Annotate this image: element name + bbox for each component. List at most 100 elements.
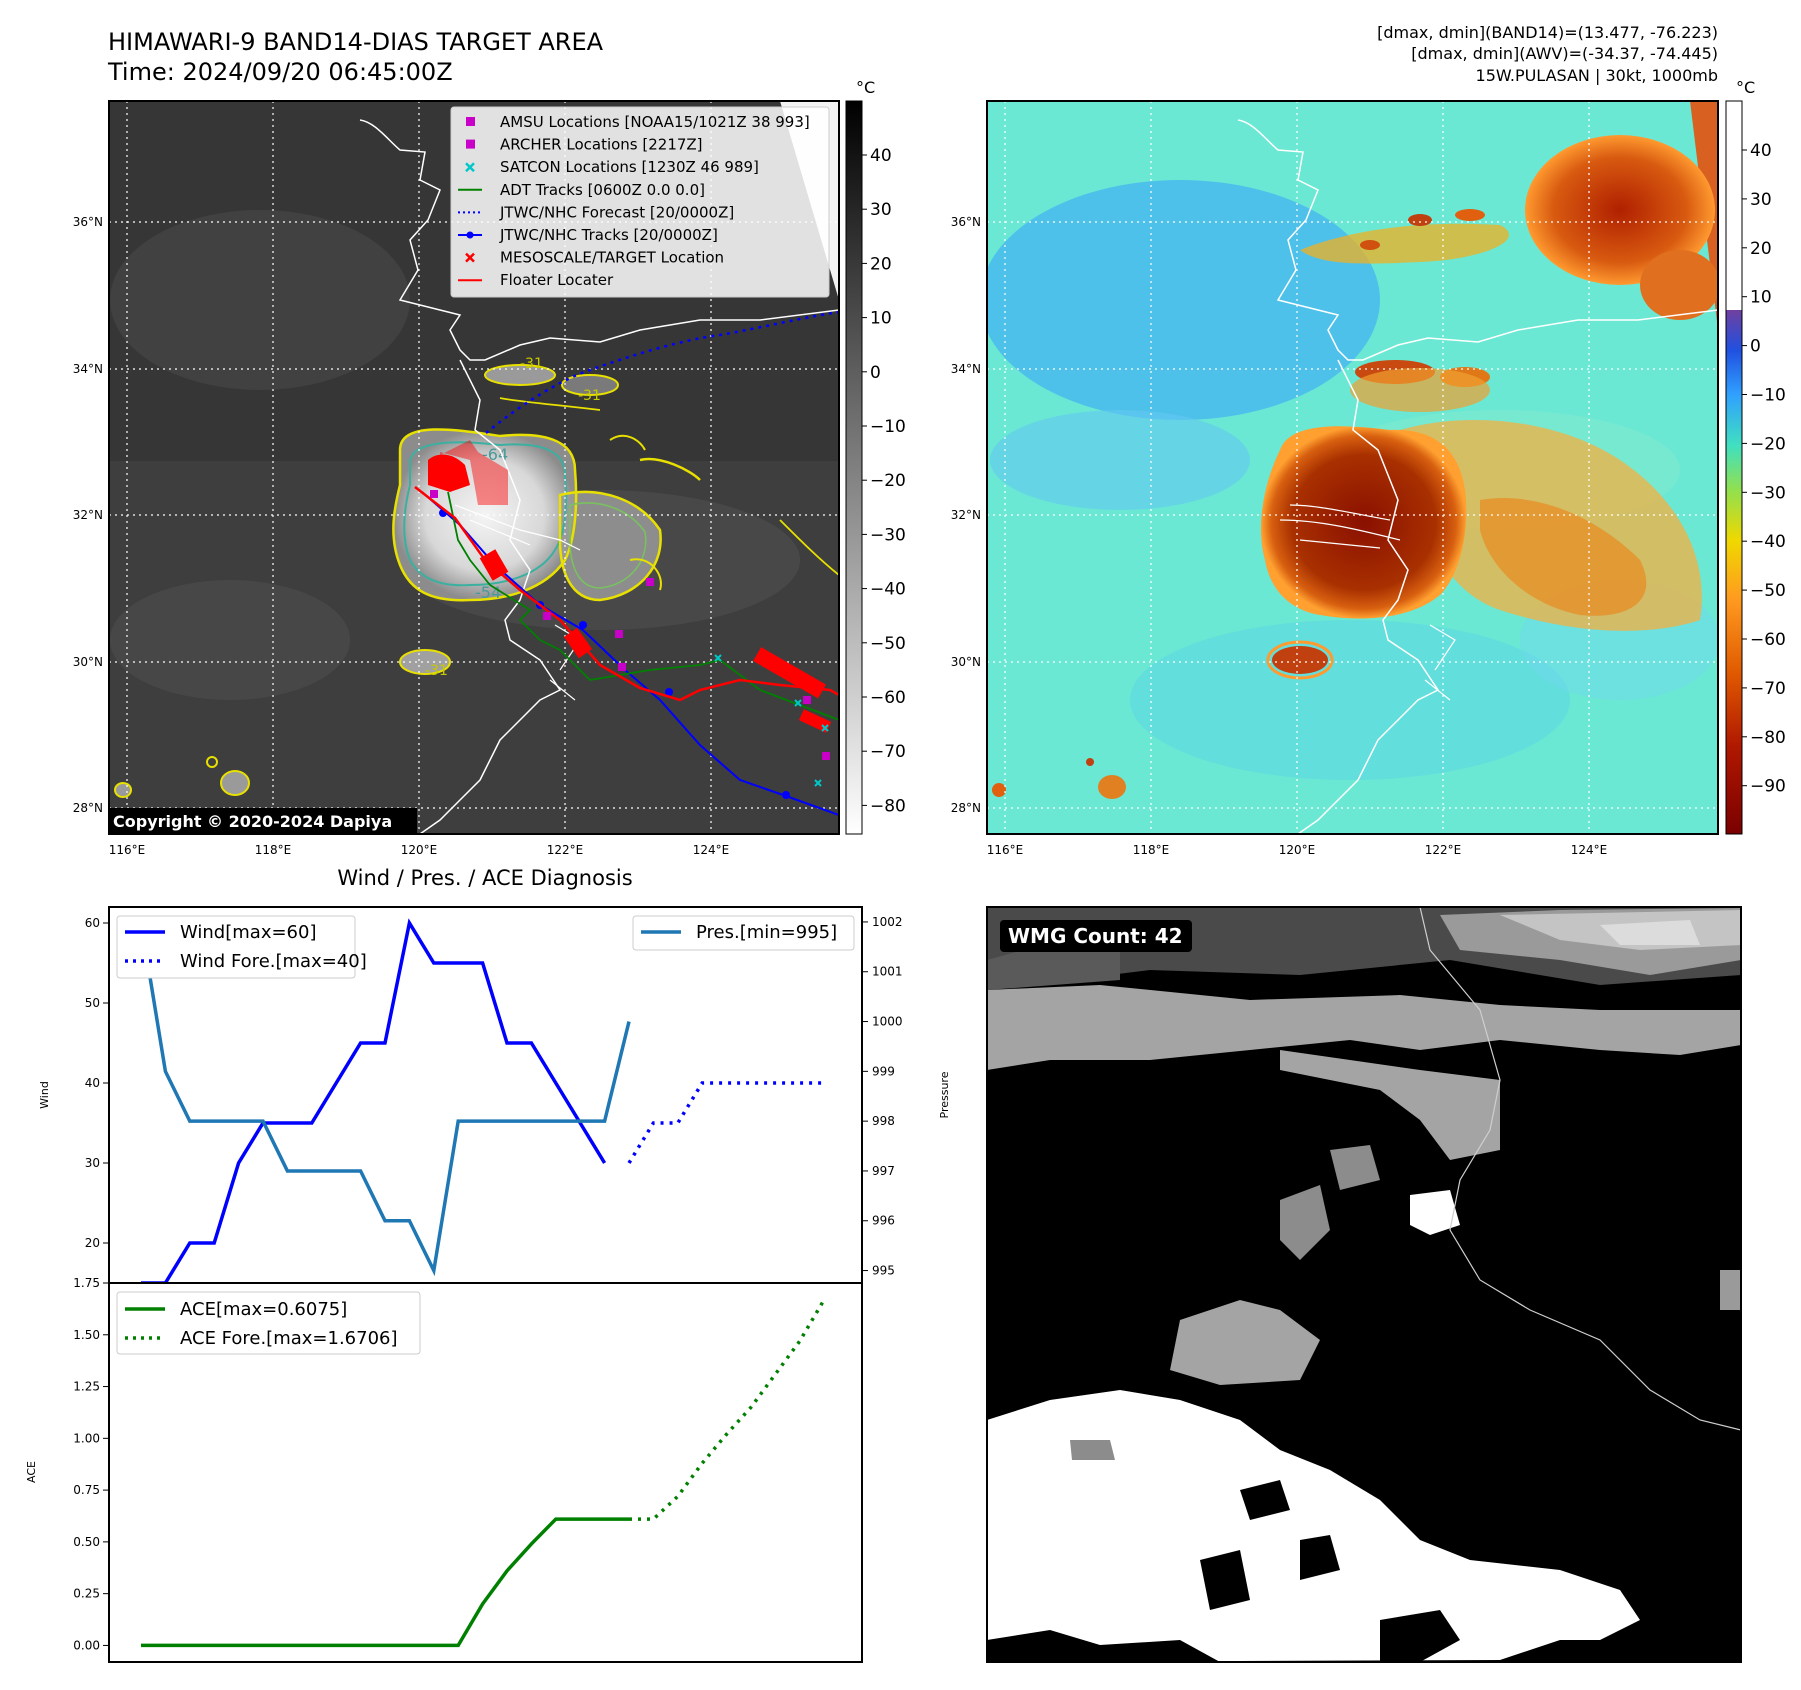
awv-axis-labels: 116°E 118°E 120°E 122°E 124°E 36°N 34°N 32°N 30°… <box>951 215 1608 857</box>
pressure-axis-label: Pressure <box>938 1071 951 1118</box>
colorbar-tick-label: 30 <box>1750 190 1772 210</box>
ace-chart: 1.75 1.50 1.25 1.00 0.75 0.50 0.25 0.00 ACE[max=… <box>25 1276 863 1663</box>
coastline <box>359 119 839 361</box>
wind-legend-label: Wind Fore.[max=40] <box>180 951 367 972</box>
longitude-label: 124°E <box>1571 843 1608 857</box>
latitude-label: 30°N <box>73 655 103 669</box>
awv-colorbar-unit: °C <box>1736 78 1755 97</box>
awv-gridlines <box>987 101 1718 834</box>
wind-tick-label: 40 <box>85 1076 100 1090</box>
longitude-label: 120°E <box>401 843 438 857</box>
ace-tick-label: 0.00 <box>73 1638 100 1652</box>
longitude-label: 124°E <box>693 843 730 857</box>
ace-tick-label: 1.75 <box>73 1276 100 1290</box>
figure-title: HIMAWARI-9 BAND14-DIAS TARGET AREA <box>108 28 604 56</box>
pressure-tick-label: 997 <box>872 1164 895 1178</box>
colorbar-tick-label: −30 <box>1750 483 1786 503</box>
longitude-label: 116°E <box>109 843 146 857</box>
figure-time: Time: 2024/09/20 06:45:00Z <box>107 58 453 86</box>
colorbar-tick-label: −20 <box>1750 434 1786 454</box>
legend-square-marker <box>466 139 475 149</box>
longitude-label: 122°E <box>547 843 584 857</box>
legend-x-marker <box>465 162 475 173</box>
legend-x-marker <box>465 252 475 263</box>
contour-label-4: -54 <box>475 583 501 602</box>
awv-map-panel: 116°E 118°E 120°E 122°E 124°E 36°N 34°N 32°N 30°… <box>951 100 1719 857</box>
wind-pressure-chart: 60 50 40 30 20 1002 1001 1000 999 998 997 996 995 Win… <box>38 906 951 1285</box>
legend-entry-label: JTWC/NHC Forecast [20/0000Z] <box>499 203 734 221</box>
diagnosis-title: Wind / Pres. / ACE Diagnosis <box>337 866 632 890</box>
ace-tick-label: 0.25 <box>73 1587 100 1601</box>
longitude-label: 120°E <box>1279 843 1316 857</box>
awv-map-frame <box>986 100 1719 835</box>
wmg-white-region <box>987 1390 1640 1662</box>
band14-colorbar: °C 40 30 20 10 0 −10 −20 −30 −40 −50 −60 −70 −80 <box>845 78 906 835</box>
longitude-label: 116°E <box>987 843 1024 857</box>
pressure-tick-label: 995 <box>872 1264 895 1278</box>
colorbar-tick-label: 0 <box>870 363 881 383</box>
ace-tick-label: 1.00 <box>73 1431 100 1445</box>
colorbar-tick-label: −40 <box>1750 532 1786 552</box>
latitude-label: 30°N <box>951 655 981 669</box>
colorbar-tick-label: −60 <box>870 688 906 708</box>
pressure-legend-box <box>632 915 855 951</box>
wind-tick-label: 30 <box>85 1156 100 1170</box>
contour-label-2: -31 <box>578 388 601 404</box>
latitude-label: 34°N <box>73 362 103 376</box>
legend-square-marker <box>466 117 475 126</box>
latitude-label: 28°N <box>951 801 981 815</box>
colorbar-tick-label: 30 <box>870 200 892 220</box>
copyright-box <box>109 808 417 834</box>
ace-legend-label: ACE Fore.[max=1.6706] <box>180 1328 398 1349</box>
wind-legend-box <box>116 915 356 979</box>
band14-axis-labels: 116°E 118°E 120°E 122°E 124°E 36°N 34°N 32°N 30°… <box>73 215 730 857</box>
longitude-label: 118°E <box>1133 843 1170 857</box>
colorbar-tick-label: −80 <box>1750 728 1786 748</box>
colorbar-tick-label: 10 <box>870 309 892 329</box>
colorbar-tick-label: 10 <box>1750 288 1772 308</box>
pressure-tick-label: 1001 <box>872 965 903 979</box>
amsu-archer-markers <box>430 490 830 760</box>
colorbar-tick-label: −30 <box>870 525 906 545</box>
ace-tick-label: 0.50 <box>73 1535 100 1549</box>
legend-entry-label: JTWC/NHC Tracks [20/0000Z] <box>499 226 718 244</box>
wmg-panel: WMG Count: 42 <box>986 906 1742 1663</box>
colorbar-tick-label: −10 <box>870 417 906 437</box>
pressure-tick-label: 1000 <box>872 1015 903 1029</box>
colorbar-tick-label: −50 <box>1750 581 1786 601</box>
colorbar-tick-label: 40 <box>1750 141 1772 161</box>
wind-axis-label: Wind <box>38 1081 51 1109</box>
colorbar-tick-label: −70 <box>1750 679 1786 699</box>
legend-entry-label: AMSU Locations [NOAA15/1021Z 38 993] <box>500 113 810 131</box>
longitude-label: 122°E <box>1425 843 1462 857</box>
latitude-label: 36°N <box>951 215 981 229</box>
latitude-label: 32°N <box>73 508 103 522</box>
jtwc-forecast-track <box>485 310 839 434</box>
awv-storm-core <box>1260 426 1467 619</box>
ace-tick-label: 0.75 <box>73 1483 100 1497</box>
ace-tick-label: 1.50 <box>73 1328 100 1342</box>
colorbar-tick-label: −70 <box>870 742 906 762</box>
colorbar-tick-label: −20 <box>870 471 906 491</box>
ace-tick-label: 1.25 <box>73 1380 100 1394</box>
latitude-label: 36°N <box>73 215 103 229</box>
pressure-tick-label: 1002 <box>872 915 903 929</box>
colorbar-tick-label: 20 <box>1750 239 1772 259</box>
colorbar-tick-label: −50 <box>870 634 906 654</box>
colorbar-tick-label: −10 <box>1750 386 1786 406</box>
wmg-boundary-line <box>1419 907 1741 1431</box>
wind-tick-label: 20 <box>85 1236 100 1250</box>
legend-entry-label: MESOSCALE/TARGET Location <box>500 249 724 267</box>
wmg-frame <box>986 906 1742 1663</box>
longitude-label: 118°E <box>255 843 292 857</box>
latitude-label: 34°N <box>951 362 981 376</box>
series-line-wind <box>141 918 607 1285</box>
latitude-label: 28°N <box>73 801 103 815</box>
latitude-label: 32°N <box>951 508 981 522</box>
colorbar-tick-label: 0 <box>1750 337 1761 357</box>
awv-northeast-cloud <box>1525 135 1715 285</box>
band14-map-frame <box>108 100 840 835</box>
wind-tick-label: 60 <box>85 916 100 930</box>
series-line-wind-fore- <box>627 1081 825 1164</box>
wmg-count-box <box>1000 920 1192 952</box>
